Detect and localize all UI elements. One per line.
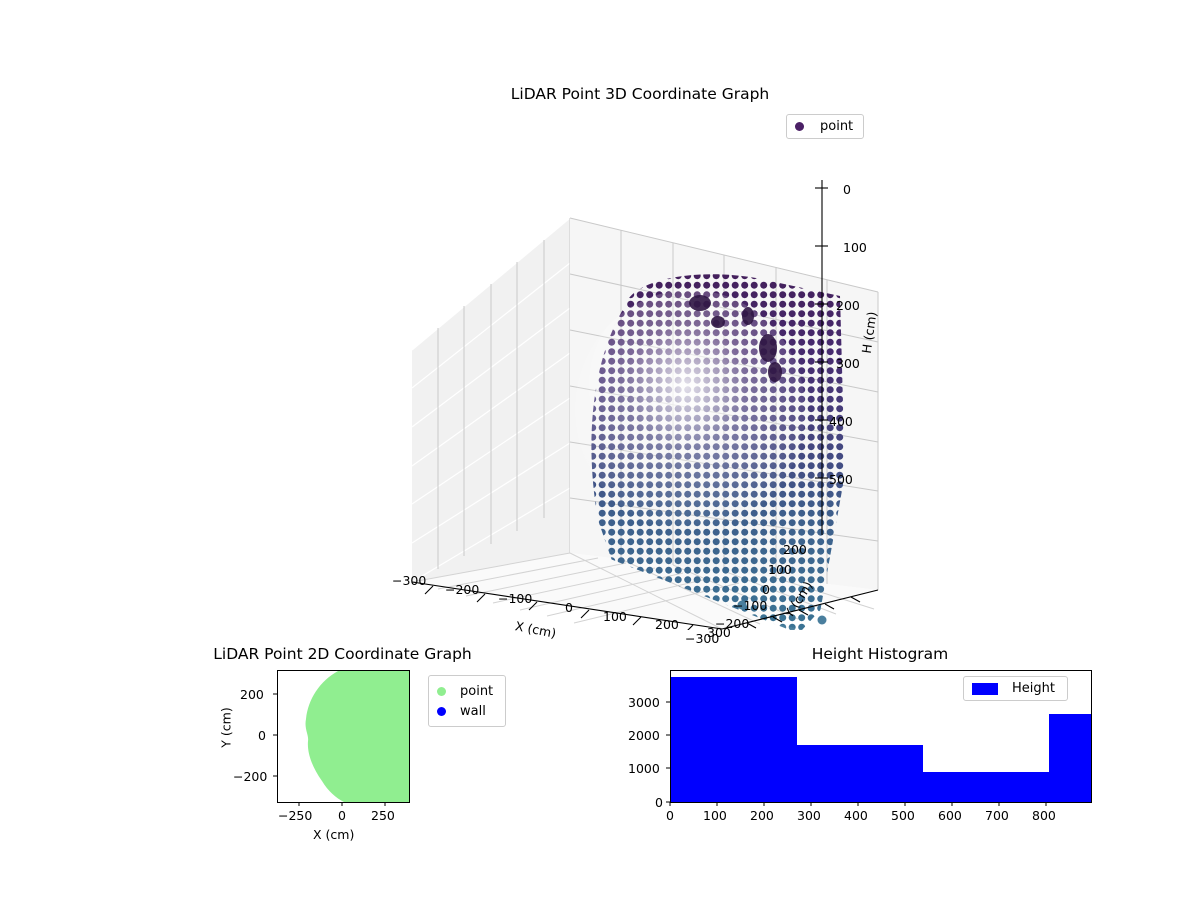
ytick-3d-3: −100 xyxy=(733,598,768,613)
legend-2d-label-point: point xyxy=(460,683,494,699)
ztick-3d-4: 400 xyxy=(829,414,853,429)
legend-2d-label-wall: wall xyxy=(460,703,486,719)
chart-3d-title: LiDAR Point 3D Coordinate Graph xyxy=(510,85,770,103)
ytick-hist-0: 0 xyxy=(655,795,663,810)
legend-3d-label-point: point xyxy=(820,119,854,134)
xtick-3d-6: 300 xyxy=(707,625,731,640)
yaxis-label-2d: Y (cm) xyxy=(218,707,234,748)
xtick-2d-0: −250 xyxy=(278,808,313,823)
xtick-hist-2: 200 xyxy=(750,808,774,823)
axes-2d-lidar[interactable] xyxy=(277,670,410,803)
legend-point-marker-icon xyxy=(795,122,804,131)
ytick-hist-2: 2000 xyxy=(628,728,660,743)
ytick-hist-1: 1000 xyxy=(628,761,660,776)
ytick-hist-3: 3000 xyxy=(628,695,660,710)
legend-wall-marker-icon xyxy=(437,706,446,716)
xtick-marks-3d xyxy=(424,585,694,630)
ytick-3d-4: −200 xyxy=(715,616,750,631)
axes-hist-ticks xyxy=(666,701,1047,806)
ytick-2d-1: 0 xyxy=(258,728,266,743)
histogram-bars xyxy=(671,677,1091,802)
xaxis-label-2d: X (cm) xyxy=(313,827,355,842)
ytick-marks-3d xyxy=(746,596,861,629)
histogram-canvas xyxy=(671,677,1091,802)
chart-2d-title: LiDAR Point 2D Coordinate Graph xyxy=(213,645,472,663)
xtick-hist-1: 100 xyxy=(703,808,727,823)
xtick-3d-5: 200 xyxy=(655,617,679,632)
legend-3d[interactable]: point xyxy=(786,114,865,139)
ztick-3d-0: 0 xyxy=(843,182,851,197)
ztick-3d-2: 200 xyxy=(836,298,860,313)
ytick-3d-5: −300 xyxy=(685,631,720,646)
hist-bar-2 xyxy=(923,772,1049,802)
legend-height-patch-icon xyxy=(972,682,998,695)
ytick-2d-0: 200 xyxy=(240,687,264,702)
xtick-hist-0: 0 xyxy=(666,808,674,823)
axes-3d-canvas xyxy=(411,180,879,630)
xtick-hist-7: 700 xyxy=(985,808,1009,823)
axes-3d-lidar[interactable]: −300 −200 −100 0 100 200 300 X (cm) 200 … xyxy=(370,110,910,646)
chart-hist-title: Height Histogram xyxy=(811,645,949,663)
xtick-hist-6: 600 xyxy=(938,808,962,823)
ztick-marks-3d xyxy=(815,180,828,535)
ytick-3d-0: 200 xyxy=(783,542,807,557)
pane-left xyxy=(411,217,571,583)
xtick-hist-5: 500 xyxy=(891,808,915,823)
hist-bar-1 xyxy=(797,745,923,802)
legend-histogram[interactable]: Height xyxy=(963,676,1068,701)
ytick-3d-2: 0 xyxy=(762,582,770,597)
xtick-hist-3: 300 xyxy=(797,808,821,823)
xtick-2d-1: 0 xyxy=(338,808,346,823)
legend-2d-row-wall: wall xyxy=(437,701,493,721)
ytick-2d-2: −200 xyxy=(233,769,268,784)
outlier-points-3d xyxy=(737,600,827,625)
legend-2d[interactable]: point wall xyxy=(428,675,507,727)
ztick-3d-3: 300 xyxy=(836,356,860,371)
hist-bar-3 xyxy=(1049,714,1091,802)
hist-bar-0 xyxy=(671,677,797,802)
xtick-2d-2: 250 xyxy=(371,808,395,823)
axis-spines-3d xyxy=(411,581,879,630)
xtick-3d-0: −300 xyxy=(392,573,427,588)
point-cloud-2d xyxy=(305,671,409,802)
axes-2d-ticks xyxy=(273,693,386,806)
legend-point-marker-icon xyxy=(437,686,446,696)
xtick-3d-4: 100 xyxy=(603,609,627,624)
legend-hist-label-height: Height xyxy=(1012,681,1055,696)
legend-2d-row-point: point xyxy=(437,681,493,701)
xtick-3d-1: −200 xyxy=(445,582,480,597)
xtick-3d-2: −100 xyxy=(498,591,533,606)
xtick-hist-8: 800 xyxy=(1032,808,1056,823)
xtick-3d-3: 0 xyxy=(565,600,573,615)
ztick-3d-1: 100 xyxy=(843,240,867,255)
ztick-3d-5: 500 xyxy=(829,472,853,487)
ytick-3d-1: 100 xyxy=(768,562,792,577)
xtick-hist-4: 400 xyxy=(844,808,868,823)
axes-2d-canvas xyxy=(305,671,409,802)
